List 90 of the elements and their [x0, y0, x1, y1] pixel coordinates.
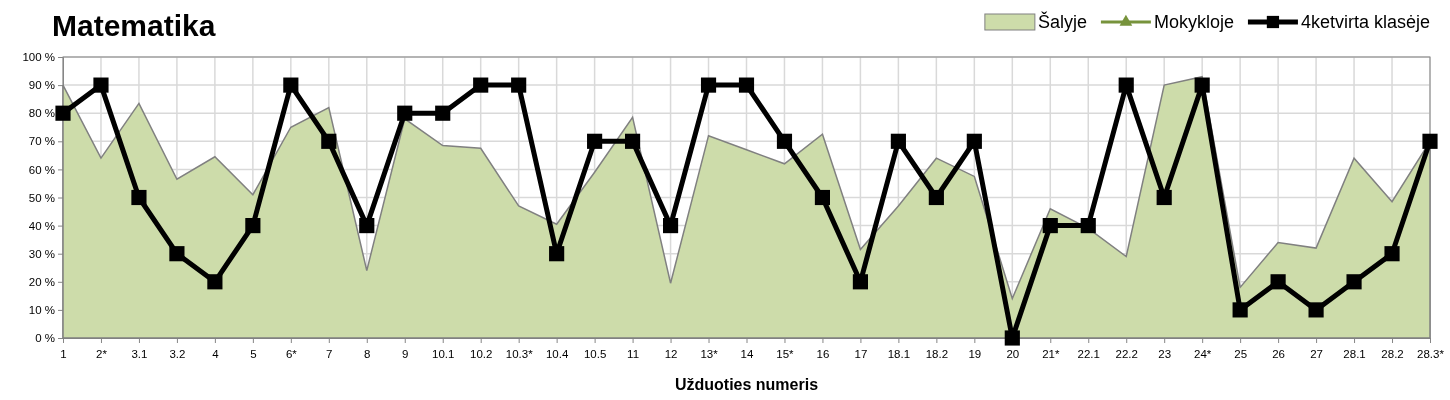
chart-title: Matematika — [52, 9, 216, 42]
legend-label: Šalyje — [1037, 11, 1087, 32]
x-axis-title: Užduoties numeris — [674, 376, 819, 393]
x-tick-label: 13* — [700, 347, 719, 360]
point — [1384, 246, 1400, 262]
x-tick-label: 1 — [60, 347, 67, 360]
x-tick-label: 18.2 — [925, 347, 949, 360]
y-tick-label: 10 % — [28, 304, 55, 317]
x-tick-label: 10.1 — [432, 347, 455, 360]
point — [776, 133, 793, 149]
point — [131, 189, 147, 206]
point — [549, 246, 565, 262]
x-tick-label: 20 — [1006, 347, 1020, 360]
x-tick-label: 10.2 — [470, 347, 493, 360]
x-tick-label: 8 — [364, 347, 371, 360]
point — [93, 77, 109, 93]
x-tick-label: 22.1 — [1077, 347, 1100, 360]
x-tick-label: 19 — [968, 347, 982, 360]
point — [1346, 274, 1362, 290]
x-tick-label: 28.3* — [1417, 347, 1445, 360]
point — [321, 133, 337, 149]
y-tick-label: 50 % — [28, 191, 55, 204]
y-tick-label: 40 % — [28, 219, 55, 232]
x-tick-label: 6* — [285, 347, 298, 360]
x-tick-label: 27 — [1310, 347, 1323, 360]
x-tick-label: 28.2 — [1381, 347, 1404, 360]
x-tick-label: 18.1 — [887, 347, 911, 360]
x-tick-label: 17 — [854, 347, 868, 360]
point — [1194, 77, 1210, 93]
y-tick-label: 90 % — [28, 79, 55, 92]
point — [397, 105, 413, 121]
x-tick-label: 10.5 — [583, 347, 607, 360]
point — [1042, 218, 1058, 234]
x-tick-label: 12 — [664, 347, 678, 360]
point — [1004, 330, 1020, 346]
y-tick-label: 20 % — [28, 275, 55, 288]
point — [814, 189, 831, 206]
x-tick-label: 21* — [1042, 347, 1060, 360]
x-tick-label: 16 — [816, 347, 830, 360]
x-tick-label: 28.1 — [1343, 347, 1366, 360]
legend-label: Mokykloje — [1153, 12, 1234, 32]
x-tick-label: 9 — [402, 347, 409, 360]
point — [1308, 302, 1324, 318]
x-tick-label: 10.4 — [545, 347, 569, 360]
y-tick-label: 60 % — [28, 163, 55, 176]
point — [169, 246, 185, 262]
point — [283, 77, 299, 93]
point — [359, 218, 375, 234]
x-tick-label: 14 — [740, 347, 754, 360]
x-tick-label: 10.3* — [505, 347, 534, 360]
point — [207, 274, 223, 290]
point — [435, 105, 451, 121]
point — [928, 189, 944, 206]
x-tick-label: 11 — [627, 347, 640, 360]
x-tick-label: 24* — [1194, 347, 1212, 360]
x-tick-label: 15* — [776, 347, 795, 360]
x-tick-label: 5 — [250, 347, 257, 360]
y-tick-label: 0 % — [35, 332, 55, 345]
x-tick-label: 26 — [1272, 347, 1286, 360]
point — [587, 133, 603, 149]
legend-label: 4ketvirta klasėje — [1300, 12, 1430, 32]
point — [1118, 77, 1134, 93]
point — [511, 77, 527, 93]
y-tick-label: 100 % — [22, 51, 55, 64]
x-tick-label: 7 — [326, 347, 333, 360]
point — [852, 274, 868, 290]
point — [966, 133, 982, 149]
point — [625, 133, 641, 149]
y-tick-label: 70 % — [28, 135, 55, 148]
point — [1080, 218, 1096, 234]
x-tick-label: 3.1 — [131, 347, 148, 360]
point — [890, 133, 906, 149]
point — [662, 218, 679, 234]
point — [700, 77, 717, 93]
x-tick-label: 4 — [212, 347, 220, 360]
point — [473, 77, 489, 93]
point — [245, 218, 261, 234]
y-tick-label: 30 % — [28, 247, 55, 260]
point — [738, 77, 755, 93]
point — [1232, 302, 1248, 318]
point — [1422, 133, 1438, 149]
x-tick-label: 3.2 — [169, 347, 186, 360]
x-tick-label: 22.2 — [1115, 347, 1138, 360]
point — [1156, 189, 1172, 206]
x-tick-label: 2* — [96, 347, 108, 360]
x-tick-label: 25 — [1234, 347, 1248, 360]
x-tick-label: 23 — [1158, 347, 1172, 360]
point — [55, 105, 71, 121]
point — [1270, 274, 1286, 290]
y-tick-label: 80 % — [28, 107, 55, 120]
